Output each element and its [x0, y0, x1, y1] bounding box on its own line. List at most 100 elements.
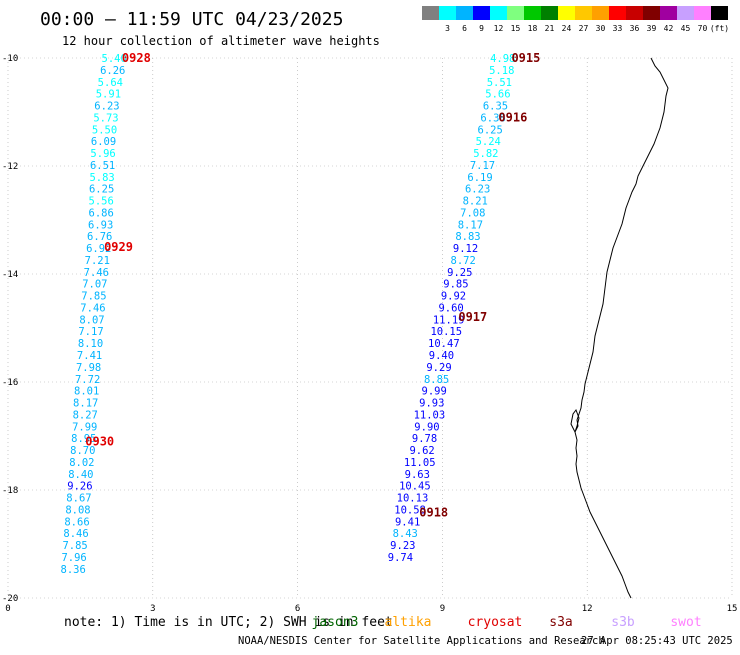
swh-data-label: 6.25: [478, 124, 503, 136]
swh-data-label: 9.63: [405, 469, 430, 481]
swh-data-label: 8.07: [79, 314, 104, 326]
legend-swatch: [711, 6, 728, 20]
legend-tick-label: 70: [698, 24, 708, 33]
grid-lines: [7, 57, 733, 599]
swh-data-label: 8.95: [71, 433, 96, 445]
swh-data-label: 7.21: [85, 255, 110, 267]
swh-data-label: 5.66: [485, 89, 510, 101]
swh-data-label: 11.03: [414, 409, 446, 421]
legend-swatch: [490, 6, 507, 20]
legend-swatch: [541, 6, 558, 20]
swh-data-label: 6.19: [467, 172, 492, 184]
pass-time-label: 0929: [104, 240, 133, 254]
legend-swatch: [609, 6, 626, 20]
swh-data-label: 9.41: [395, 516, 420, 528]
swh-data-label: 6.09: [91, 136, 116, 148]
y-tick-label: -20: [2, 594, 18, 604]
swh-data-label: 11.05: [404, 457, 436, 469]
swh-data-label: 9.85: [443, 279, 468, 291]
pass-time-label: 0915: [511, 51, 540, 65]
swh-data-label: 8.01: [74, 386, 99, 398]
swh-data-label: 8.66: [64, 516, 89, 528]
swh-data-label: 8.40: [68, 469, 93, 481]
swh-data-label: 8.17: [458, 219, 483, 231]
swh-data-label: 6.51: [90, 160, 115, 172]
swh-data-label: 6.26: [100, 65, 125, 77]
legend-tick-label: 21: [545, 24, 555, 33]
swh-data-label: 6.92: [86, 243, 111, 255]
swh-data-label: 9.40: [429, 350, 454, 362]
swh-data-label: 10.13: [397, 493, 429, 505]
swh-data-label: 8.17: [73, 398, 98, 410]
satellite-cryosat: cryosat: [468, 615, 523, 630]
swh-data-label: 5.64: [98, 77, 123, 89]
swh-data-label: 7.99: [72, 421, 97, 433]
legend-tick-label: 33: [613, 24, 623, 33]
swh-data-label: 11.19: [433, 314, 465, 326]
legend-tick-label: 27: [579, 24, 589, 33]
legend-swatch: [575, 6, 592, 20]
swh-data-label: 6.93: [88, 219, 113, 231]
pass-time-label: 0928: [122, 51, 151, 65]
y-tick-label: -16: [2, 378, 18, 388]
swh-data-label: 7.72: [75, 374, 100, 386]
legend-swatch: [592, 6, 609, 20]
legend-swatch: [660, 6, 677, 20]
swh-data-label: 8.70: [70, 445, 95, 457]
swh-data-label: 7.85: [62, 540, 87, 552]
swh-data-label: 8.02: [69, 457, 94, 469]
altimeter-tracks: 5.406.265.645.916.235.735.506.095.966.51…: [61, 51, 541, 576]
legend-tick-label: 39: [647, 24, 657, 33]
x-tick-label: 15: [727, 604, 738, 614]
credit-text: NOAA/NESDIS Center for Satellite Applica…: [238, 635, 605, 647]
legend-tick-label: 15: [511, 24, 521, 33]
legend-swatch: [439, 6, 456, 20]
x-tick-label: 0: [5, 604, 10, 614]
legend-tick-label: 12: [494, 24, 504, 33]
swh-data-label: 10.15: [430, 326, 462, 338]
swh-data-label: 5.56: [89, 196, 114, 208]
swh-data-label: 9.25: [447, 267, 472, 279]
swh-data-label: 5.50: [92, 124, 117, 136]
legend-swatch: [694, 6, 711, 20]
swh-data-label: 7.07: [82, 279, 107, 291]
satellite-swot: swot: [670, 615, 701, 630]
swh-data-label: 5.96: [90, 148, 115, 160]
swh-data-label: 5.82: [473, 148, 498, 160]
pass-time-label: 0917: [458, 310, 487, 324]
swh-data-label: 5.91: [96, 89, 121, 101]
swh-data-label: 10.58: [394, 504, 426, 516]
legend-swatch: [524, 6, 541, 20]
y-tick-label: -18: [2, 486, 18, 496]
swh-data-label: 6.35: [483, 101, 508, 113]
chart-subtitle: 12 hour collection of altimeter wave hei…: [62, 34, 380, 48]
legend-swatch: [677, 6, 694, 20]
swh-data-label: 8.85: [424, 374, 449, 386]
satellite-altika: altika: [385, 615, 432, 630]
swh-data-label: 7.46: [84, 267, 109, 279]
swh-data-label: 7.85: [81, 291, 106, 303]
swh-data-label: 9.78: [412, 433, 437, 445]
legend-tick-label: 45: [681, 24, 691, 33]
swh-data-label: 5.51: [487, 77, 512, 89]
swh-data-label: 7.08: [460, 207, 485, 219]
swh-data-label: 9.23: [390, 540, 415, 552]
swh-data-label: 5.73: [93, 112, 118, 124]
legend-unit: (ft): [710, 24, 729, 33]
swh-data-label: 6.38: [480, 112, 505, 124]
axes: 0 3 6 9 12 15 -10 -12 -14 -16 -18 -20: [2, 54, 737, 614]
swh-data-label: 6.23: [465, 184, 490, 196]
swh-data-label: 5.18: [489, 65, 514, 77]
x-tick-label: 6: [295, 604, 300, 614]
legend-tick-label: 30: [596, 24, 606, 33]
swh-data-label: 9.93: [419, 398, 444, 410]
legend-tick-label: 42: [664, 24, 674, 33]
swh-data-label: 8.67: [66, 493, 91, 505]
y-tick-label: -10: [2, 54, 18, 64]
legend-tick-label: 36: [630, 24, 640, 33]
swh-data-label: 9.26: [67, 481, 92, 493]
swh-data-label: 8.10: [78, 338, 103, 350]
legend-tick-label: 24: [562, 24, 572, 33]
swh-data-label: 9.12: [453, 243, 478, 255]
